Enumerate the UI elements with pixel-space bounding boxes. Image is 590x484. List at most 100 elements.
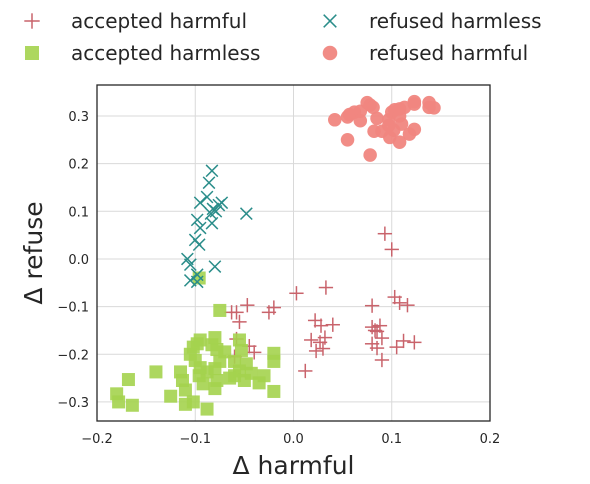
y-tick-labels: −0.3 −0.2 −0.1 0.0 0.1 0.2 0.3: [57, 110, 89, 411]
square-point: [210, 343, 224, 357]
plus-point: [400, 298, 415, 313]
plus-point: [266, 300, 281, 315]
square-point: [267, 384, 281, 398]
square-point: [196, 377, 210, 391]
plus-point: [377, 226, 393, 241]
y-tick-label: 0.1: [68, 205, 89, 220]
circle-point: [370, 111, 384, 126]
square-point: [223, 371, 237, 385]
plus-point: [374, 330, 390, 346]
x-point: [205, 216, 219, 230]
plus-point: [389, 339, 404, 355]
plus-point: [298, 363, 313, 379]
circle-point: [407, 122, 422, 137]
plus-point: [325, 317, 340, 332]
legend: accepted harmful accepted harmless refused…: [24, 9, 542, 65]
plus-point: [407, 335, 422, 350]
circle-point: [363, 148, 377, 162]
square-point: [125, 398, 139, 412]
plus-point: [304, 332, 319, 348]
x-tick-label: 0.1: [381, 432, 402, 447]
circle-point: [427, 101, 441, 115]
x-point: [205, 164, 219, 178]
square-point: [193, 361, 207, 375]
x-tick-label: −0.2: [81, 432, 113, 447]
data-points: [110, 94, 441, 416]
plus-point: [367, 323, 383, 338]
x-point: [200, 190, 214, 204]
circle-point: [407, 97, 422, 111]
x-point: [209, 204, 223, 218]
y-tick-label: −0.1: [57, 301, 89, 316]
square-point: [208, 331, 222, 345]
square-point: [232, 333, 246, 347]
plus-point: [229, 305, 244, 320]
series-accepted-harmless: [110, 271, 281, 416]
x-point: [193, 221, 207, 235]
legend-marker-plus: [24, 13, 40, 29]
y-tick-label: 0.2: [68, 158, 89, 173]
legend-marker-x: [323, 14, 337, 28]
x-tick-label: −0.1: [179, 432, 211, 447]
square-point: [121, 373, 135, 387]
plus-point: [289, 286, 304, 301]
square-point: [186, 395, 200, 409]
circle-point: [386, 123, 401, 138]
x-point: [215, 196, 229, 210]
series-refused-harmful: [328, 94, 441, 162]
circle-point: [353, 113, 368, 128]
y-tick-label: −0.2: [57, 348, 89, 363]
plus-point: [364, 298, 380, 313]
circle-point: [366, 100, 380, 115]
x-point: [188, 233, 202, 247]
x-point: [208, 260, 222, 273]
legend-marker-circle: [322, 45, 338, 61]
plus-point: [369, 340, 385, 356]
circle-point: [392, 135, 407, 149]
plus-point: [317, 330, 333, 345]
plus-point: [392, 295, 407, 310]
plus-point: [313, 318, 329, 333]
x-point: [239, 207, 253, 221]
plus-point: [308, 343, 324, 359]
legend-label: accepted harmful: [71, 9, 247, 33]
legend-label: refused harmless: [369, 9, 542, 33]
square-point: [267, 346, 281, 360]
legend-label: accepted harmless: [71, 41, 260, 65]
square-point: [257, 369, 271, 383]
plus-point: [374, 352, 390, 368]
square-point: [210, 373, 224, 387]
x-point: [190, 213, 204, 227]
legend-label: refused harmful: [369, 41, 528, 65]
x-point: [193, 196, 207, 210]
y-tick-label: −0.3: [57, 396, 89, 411]
square-point: [200, 402, 214, 416]
plus-point: [315, 341, 331, 356]
square-point: [178, 383, 192, 397]
square-point: [149, 365, 163, 379]
circle-point: [340, 133, 355, 147]
square-point: [213, 303, 227, 317]
square-point: [237, 373, 251, 387]
x-axis-label: Δ harmful: [233, 451, 355, 480]
series-refused-harmless: [181, 164, 253, 289]
legend-marker-square: [25, 46, 39, 60]
circle-point: [328, 113, 342, 127]
square-point: [112, 395, 126, 409]
x-tick-labels: −0.2 −0.1 0.0 0.1 0.2: [81, 432, 500, 447]
y-axis-label: Δ refuse: [19, 201, 48, 304]
plus-point: [384, 242, 399, 257]
y-tick-label: 0.0: [68, 253, 89, 268]
x-tick-label: 0.2: [480, 432, 501, 447]
x-point: [183, 258, 197, 272]
x-point: [202, 176, 216, 190]
plot-frame: [96, 84, 491, 422]
square-point: [186, 340, 200, 354]
x-tick-label: 0.0: [283, 432, 304, 447]
plus-point: [396, 333, 411, 349]
square-point: [164, 389, 178, 403]
x-point: [190, 275, 204, 289]
plus-point: [232, 314, 247, 330]
plus-point: [247, 345, 262, 360]
